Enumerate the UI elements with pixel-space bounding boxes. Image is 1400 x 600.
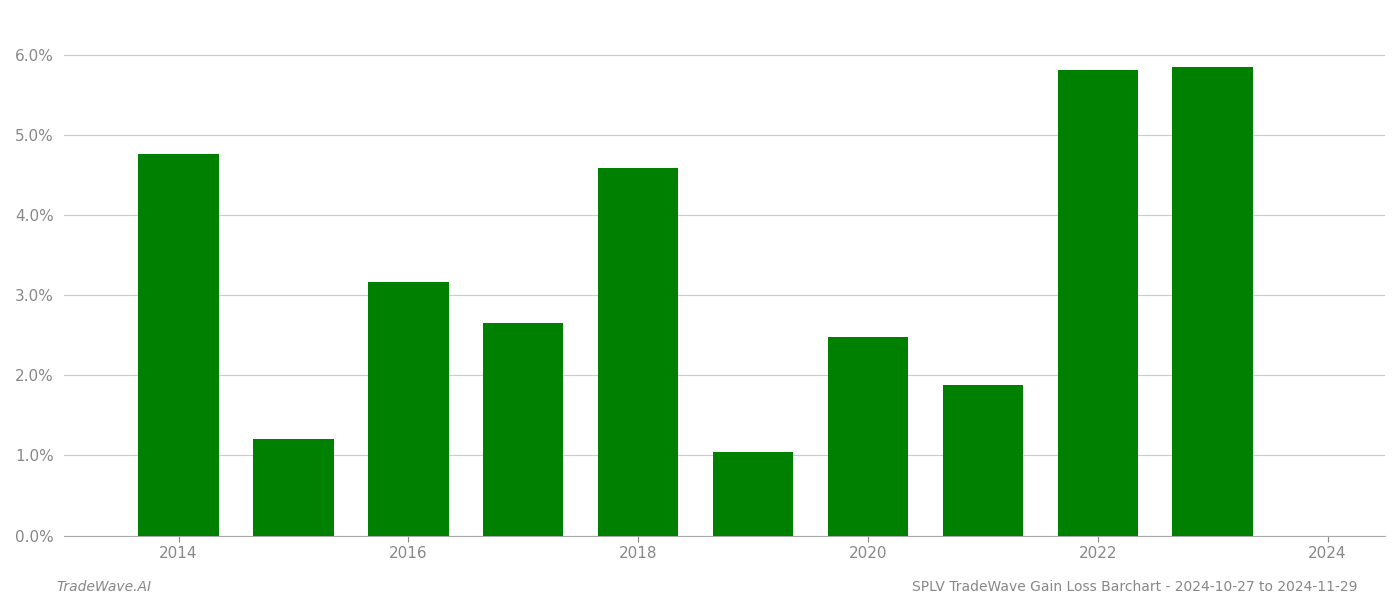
Bar bbox=[713, 452, 794, 536]
Bar bbox=[1057, 70, 1138, 536]
Bar bbox=[1172, 67, 1253, 536]
Bar bbox=[368, 281, 448, 536]
Bar bbox=[827, 337, 909, 536]
Bar bbox=[598, 168, 679, 536]
Bar bbox=[253, 439, 333, 536]
Text: SPLV TradeWave Gain Loss Barchart - 2024-10-27 to 2024-11-29: SPLV TradeWave Gain Loss Barchart - 2024… bbox=[913, 580, 1358, 594]
Text: TradeWave.AI: TradeWave.AI bbox=[56, 580, 151, 594]
Bar bbox=[942, 385, 1023, 536]
Bar bbox=[139, 154, 218, 536]
Bar bbox=[483, 323, 563, 536]
